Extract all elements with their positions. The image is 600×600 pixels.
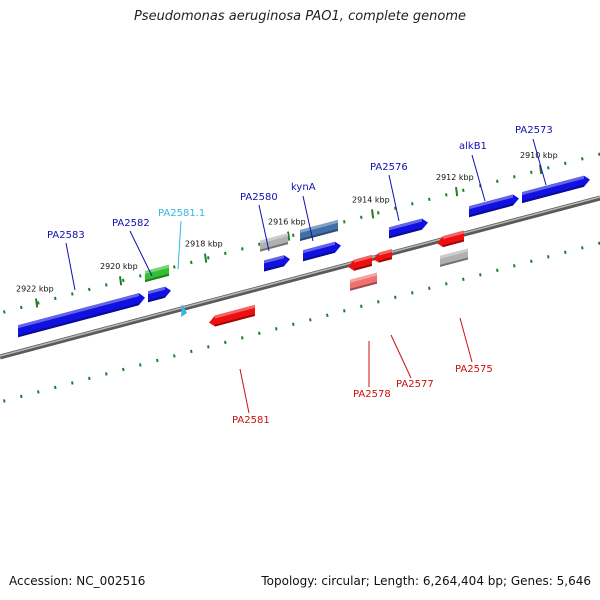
gene-pa2578-lower[interactable]: [350, 272, 377, 291]
gene-pa2577[interactable]: [373, 249, 392, 263]
major-tick: [371, 209, 375, 219]
gene-pseudo-grey-2[interactable]: [440, 248, 468, 267]
gene-pa2573[interactable]: [522, 175, 590, 204]
reverse-strand-guide: [3, 241, 600, 403]
major-tick: [119, 276, 123, 286]
gene-label[interactable]: alkB1: [459, 141, 487, 152]
gene-pa2576[interactable]: [389, 218, 428, 239]
gene-callout-line: [302, 195, 314, 242]
accession-text: Accession: NC_002516: [9, 574, 146, 588]
gene-callout-line: [129, 230, 153, 277]
gene-alkb1[interactable]: [469, 194, 519, 218]
gene-callout-line: [239, 368, 250, 414]
gene-rna-green[interactable]: [145, 264, 169, 283]
gene-label[interactable]: PA2582: [112, 218, 150, 229]
gene-callout-line: [459, 317, 473, 363]
gene-label[interactable]: PA2580: [240, 192, 278, 203]
gene-label[interactable]: PA2578: [353, 389, 391, 400]
gene-pa2581[interactable]: [209, 304, 255, 327]
major-tick: [539, 164, 543, 175]
position-tick-label: 2914 kbp: [352, 195, 390, 204]
gene-label[interactable]: PA2575: [455, 364, 493, 375]
position-tick-label: 2912 kbp: [436, 173, 474, 182]
gene-label[interactable]: PA2581: [232, 415, 270, 426]
major-tick: [455, 187, 459, 197]
gene-pa2581-1-marker[interactable]: [181, 304, 187, 317]
gene-callout-line: [177, 220, 182, 270]
position-tick-label: 2922 kbp: [16, 284, 54, 293]
position-tick-label: 2918 kbp: [185, 240, 223, 249]
topology-text: Topology: circular; Length: 6,264,404 bp…: [261, 574, 591, 588]
gene-callout-line: [471, 154, 486, 202]
gene-pa2582[interactable]: [148, 286, 171, 303]
gene-pa2578-upper[interactable]: [348, 254, 372, 271]
gene-callout-line: [390, 334, 412, 379]
gene-pa2583[interactable]: [18, 293, 145, 338]
gene-callout-line: [65, 242, 76, 291]
gene-label[interactable]: kynA: [291, 182, 316, 193]
gene-label[interactable]: PA2576: [370, 162, 408, 173]
gene-pseudo-grey-1[interactable]: [260, 233, 288, 252]
map-title: Pseudomonas aeruginosa PAO1, complete ge…: [133, 9, 467, 24]
gene-label[interactable]: PA2583: [47, 230, 85, 241]
major-tick: [35, 298, 39, 308]
gene-pa2580-lower[interactable]: [264, 255, 290, 272]
position-tick-label: 2920 kbp: [100, 262, 138, 271]
position-tick-label: 2910 kbp: [520, 151, 558, 160]
gene-label[interactable]: PA2581.1: [158, 208, 205, 219]
genome-backbone: [0, 195, 600, 360]
gene-callout-line: [388, 174, 400, 222]
gene-label[interactable]: PA2573: [515, 125, 553, 136]
major-tick: [204, 253, 208, 263]
gene-callout-line: [258, 204, 270, 252]
gene-pa2575-upper[interactable]: [437, 230, 464, 248]
position-tick-label: 2916 kbp: [268, 218, 306, 227]
gene-kyna-upper[interactable]: [300, 219, 338, 241]
gene-label[interactable]: PA2577: [396, 379, 434, 390]
gene-kyna-lower[interactable]: [303, 241, 341, 262]
gene-callout-line: [532, 138, 547, 186]
major-tick: [287, 231, 291, 241]
